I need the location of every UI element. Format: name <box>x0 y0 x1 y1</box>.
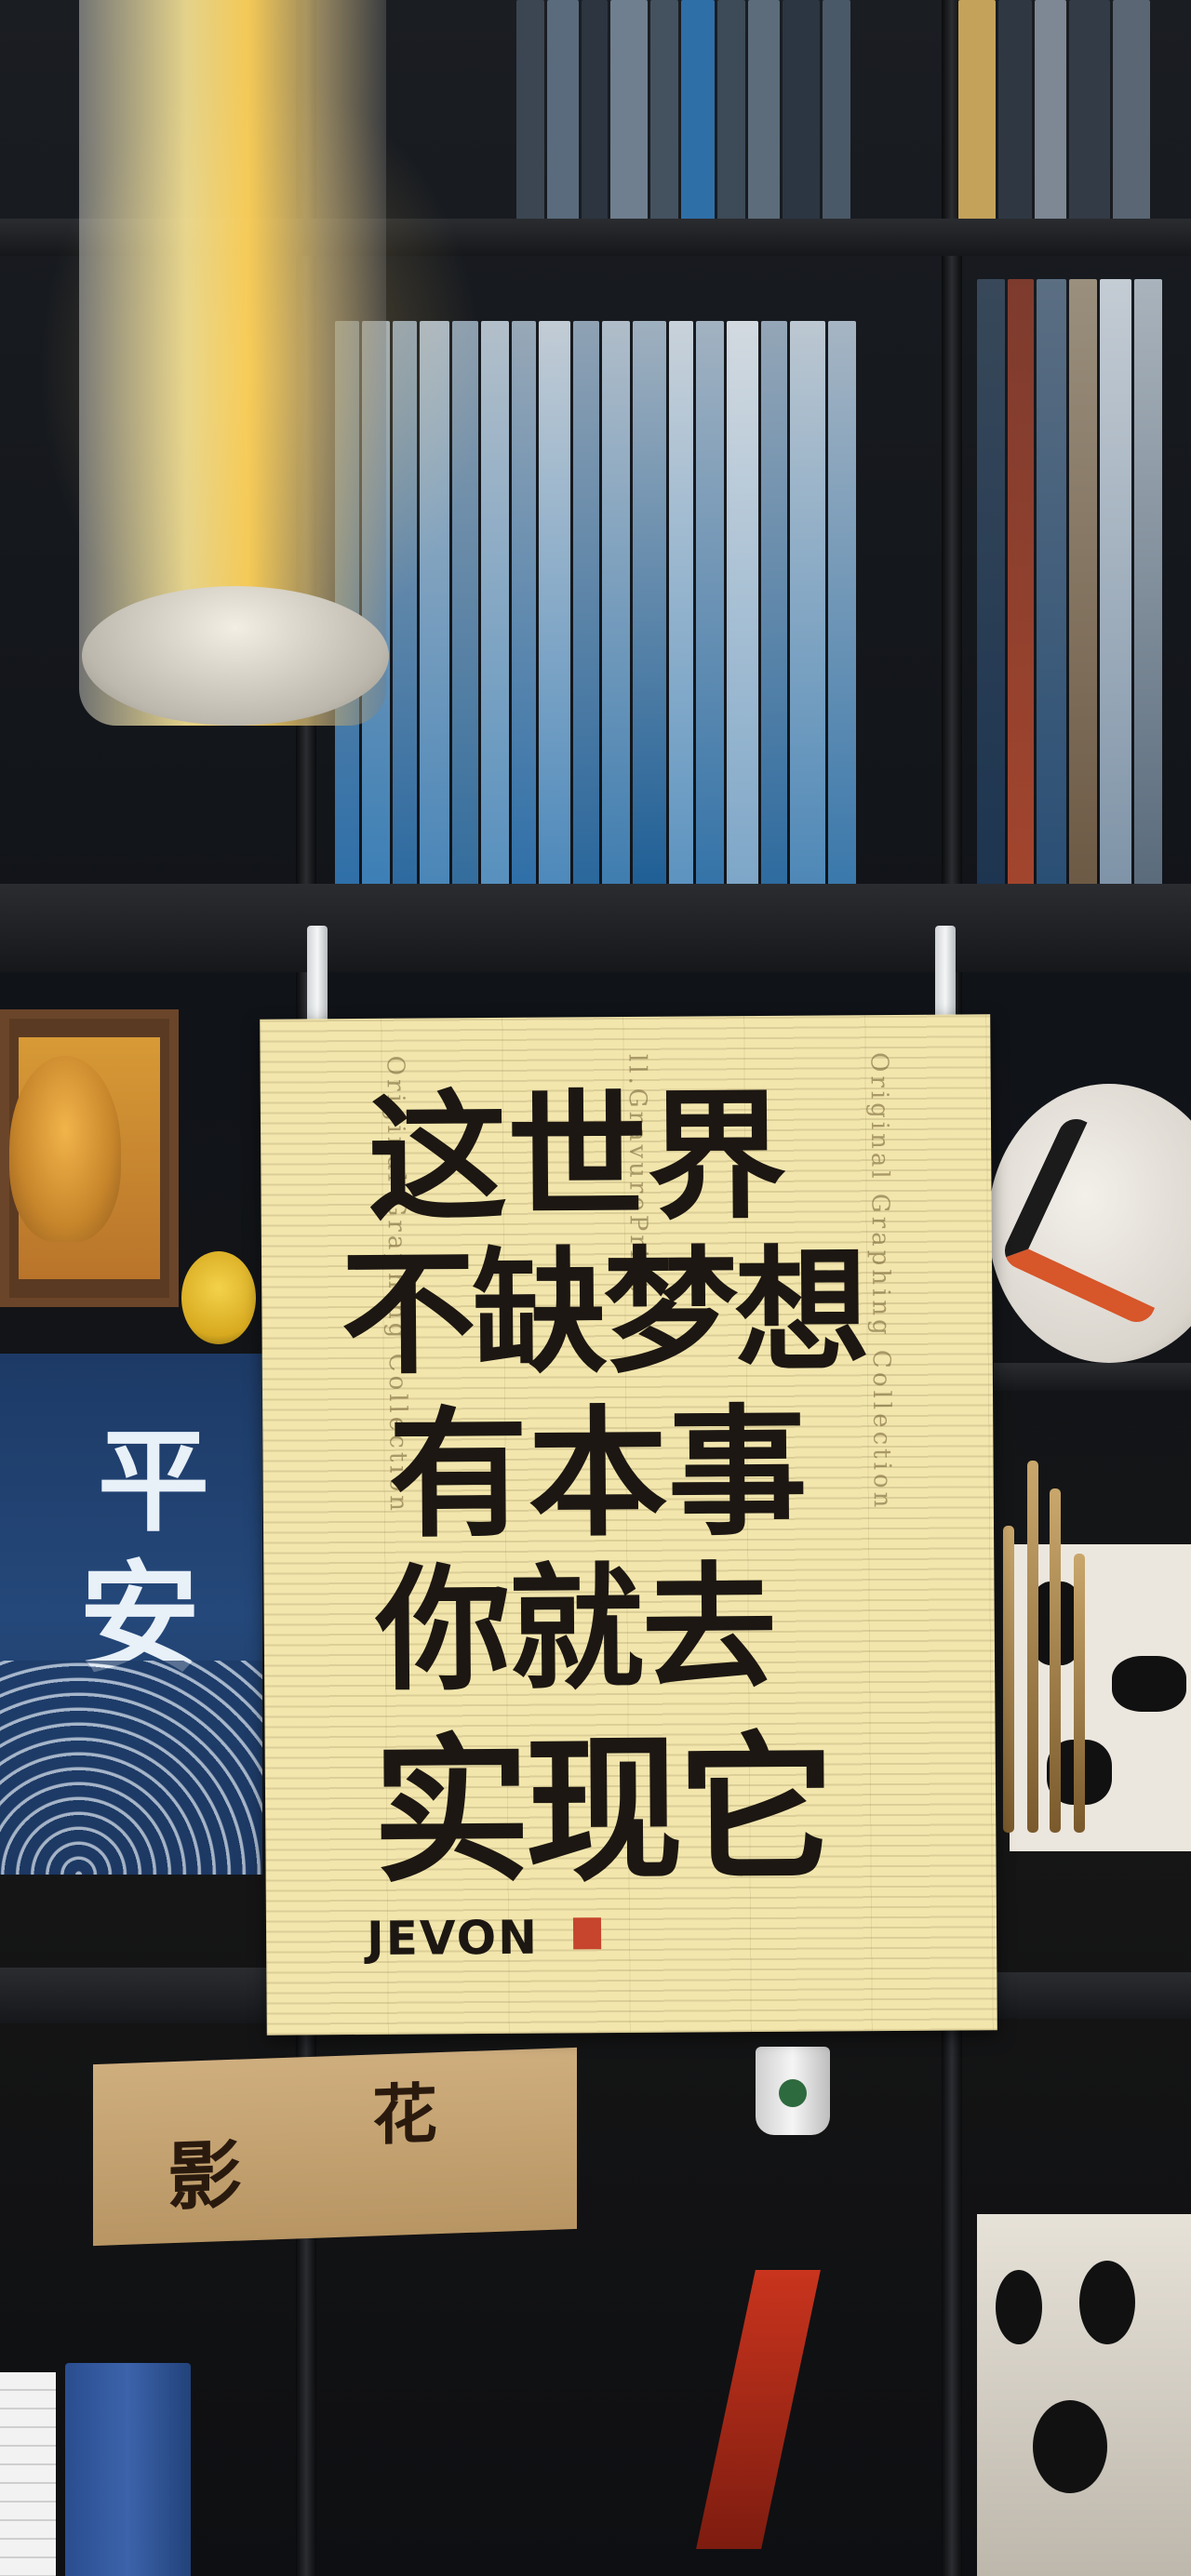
white-book <box>0 2372 56 2576</box>
red-seal-stamp <box>572 1917 602 1950</box>
lamp-shade-base <box>82 586 389 726</box>
coffee-cup <box>756 2047 830 2135</box>
calligraphy-brushes <box>996 1442 1098 1833</box>
calligraphy-paper: 花 影 <box>93 2047 577 2247</box>
calligraphy-poster: Original Graphing Collection ll.GravureP… <box>260 1014 997 2035</box>
lower-paper-char: 影 <box>167 2130 242 2222</box>
wave-pattern <box>0 1661 262 1875</box>
poster-signature: JEVON <box>366 1910 540 1966</box>
ink-artwork-lower <box>977 2214 1191 2576</box>
middle-shelf-books <box>335 321 912 884</box>
top-shelf-books <box>516 0 944 219</box>
blue-book <box>65 2363 191 2576</box>
red-ribbon <box>696 2270 821 2549</box>
blue-poster: 平 安 <box>0 1354 262 1875</box>
middle-shelf-books-right <box>977 279 1191 884</box>
blue-poster-char: 平 <box>98 1416 209 1547</box>
shelf-board-right <box>994 1972 1191 2019</box>
cup-logo-icon <box>779 2079 807 2107</box>
buddha-frame <box>0 1009 179 1307</box>
lower-paper-char: 花 <box>372 2075 437 2155</box>
shelf-board-right <box>994 1363 1191 1391</box>
shelf-board-left <box>0 1968 270 2023</box>
buddha-painting <box>9 1056 121 1242</box>
ink-painting <box>1010 1544 1191 1851</box>
shelf-board <box>0 884 1191 972</box>
figurine <box>181 1251 256 1344</box>
top-shelf-books-right <box>958 0 1191 219</box>
decorative-plate <box>988 1084 1191 1363</box>
poster-line-5: 实现它 <box>371 1715 831 1905</box>
